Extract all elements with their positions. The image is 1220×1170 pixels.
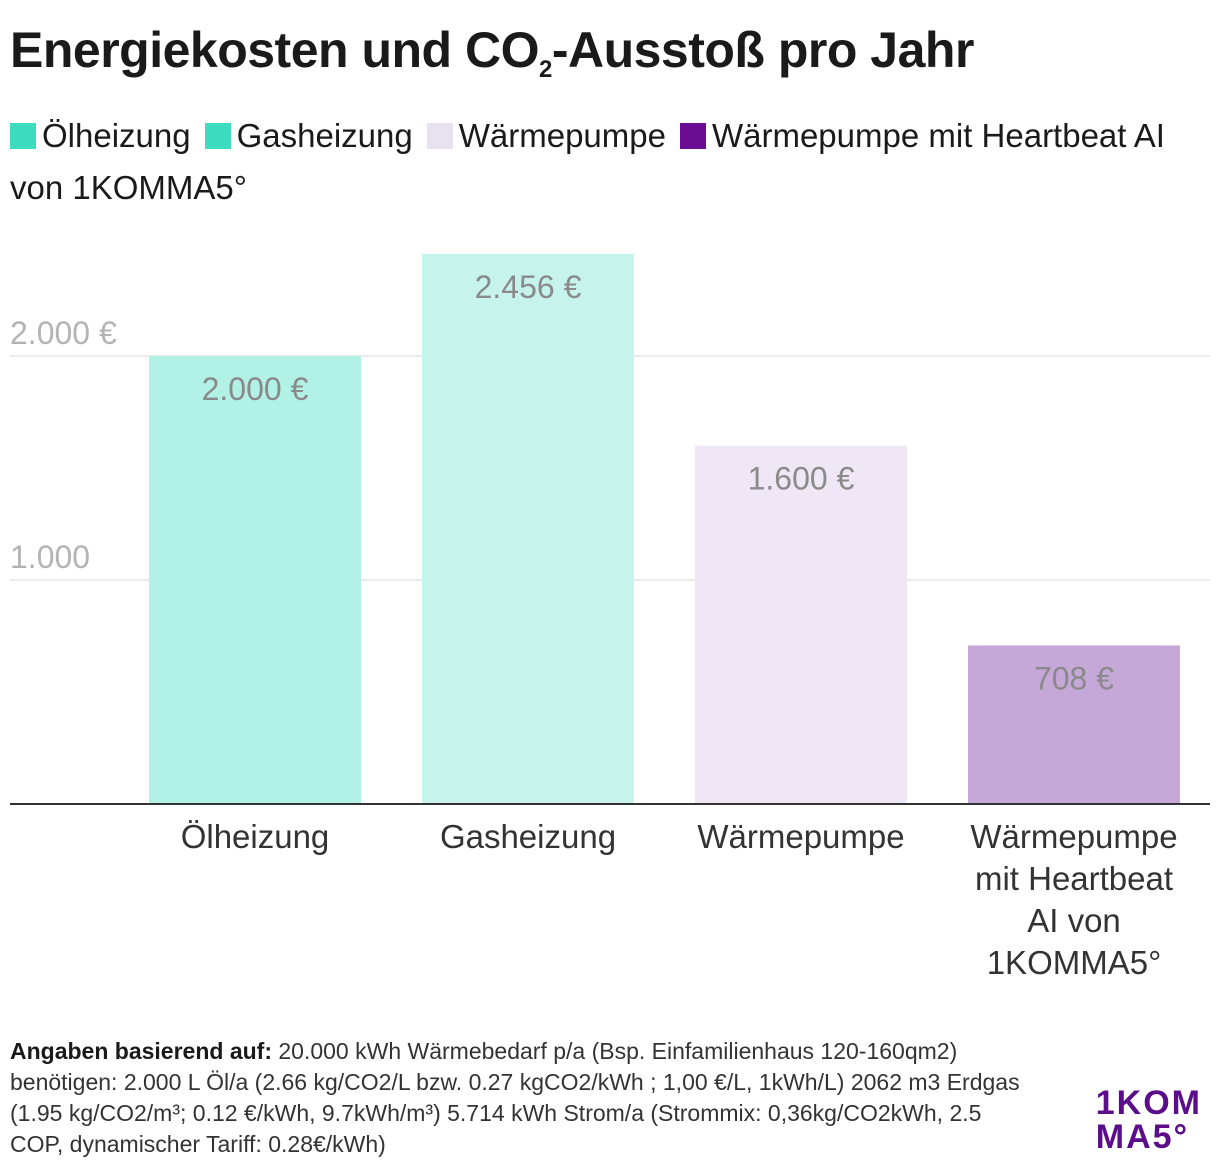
title-subscript: 2 [538,56,552,83]
legend-item-3: Wärmepumpe mit Heartbeat AI von 1KOMMA5° [10,117,1165,206]
footnote-text: 20.000 kWh Wärmebedarf p/a (Bsp. Einfami… [10,1038,1020,1157]
logo-line-1: 1KOM [1095,1084,1202,1122]
legend-item-2: Wärmepumpe [426,117,666,154]
legend-item-1: Gasheizung [204,117,413,154]
footnote: Angaben basierend auf: 20.000 kWh Wärmeb… [10,1036,1030,1160]
category-label: Gasheizung [440,818,616,855]
category-label: Wärmepumpe [970,818,1177,855]
legend-swatch [426,123,453,149]
y-tick-label: 1.000 [10,539,90,575]
category-label: Wärmepumpe [697,818,904,855]
bar [968,645,1180,804]
legend: Ölheizung Gasheizung Wärmepumpe Wärmepumpe … [10,110,1190,214]
bar-value-label: 1.600 € [748,461,855,497]
category-label: AI von [1027,902,1121,939]
legend-label: Ölheizung [42,117,191,154]
legend-label: Gasheizung [236,117,413,154]
bar [695,445,907,804]
legend-swatch [204,123,231,149]
logo-line-2: MA5° [1095,1118,1190,1156]
bar [149,356,361,804]
bar [422,253,634,804]
brand-logo: 1KOM MA5° [1096,1086,1202,1154]
legend-label: Wärmepumpe [458,117,666,154]
bar-value-label: 2.456 € [475,269,582,305]
legend-label: Wärmepumpe mit Heartbeat AI von 1KOMMA5° [10,117,1165,206]
category-label: mit Heartbeat [975,860,1173,897]
category-label: Ölheizung [181,818,330,855]
category-label: 1KOMMA5° [987,944,1162,981]
footnote-bold: Angaben basierend auf: [10,1038,272,1064]
bar-value-label: 708 € [1034,660,1114,696]
chart-title: Energiekosten und CO2-Ausstoß pro Jahr [10,22,974,83]
legend-swatch [10,123,36,149]
bar-value-label: 2.000 € [202,371,309,407]
y-tick-label: 2.000 € [10,315,117,351]
legend-swatch [679,123,706,149]
legend-item-0: Ölheizung [10,117,191,154]
